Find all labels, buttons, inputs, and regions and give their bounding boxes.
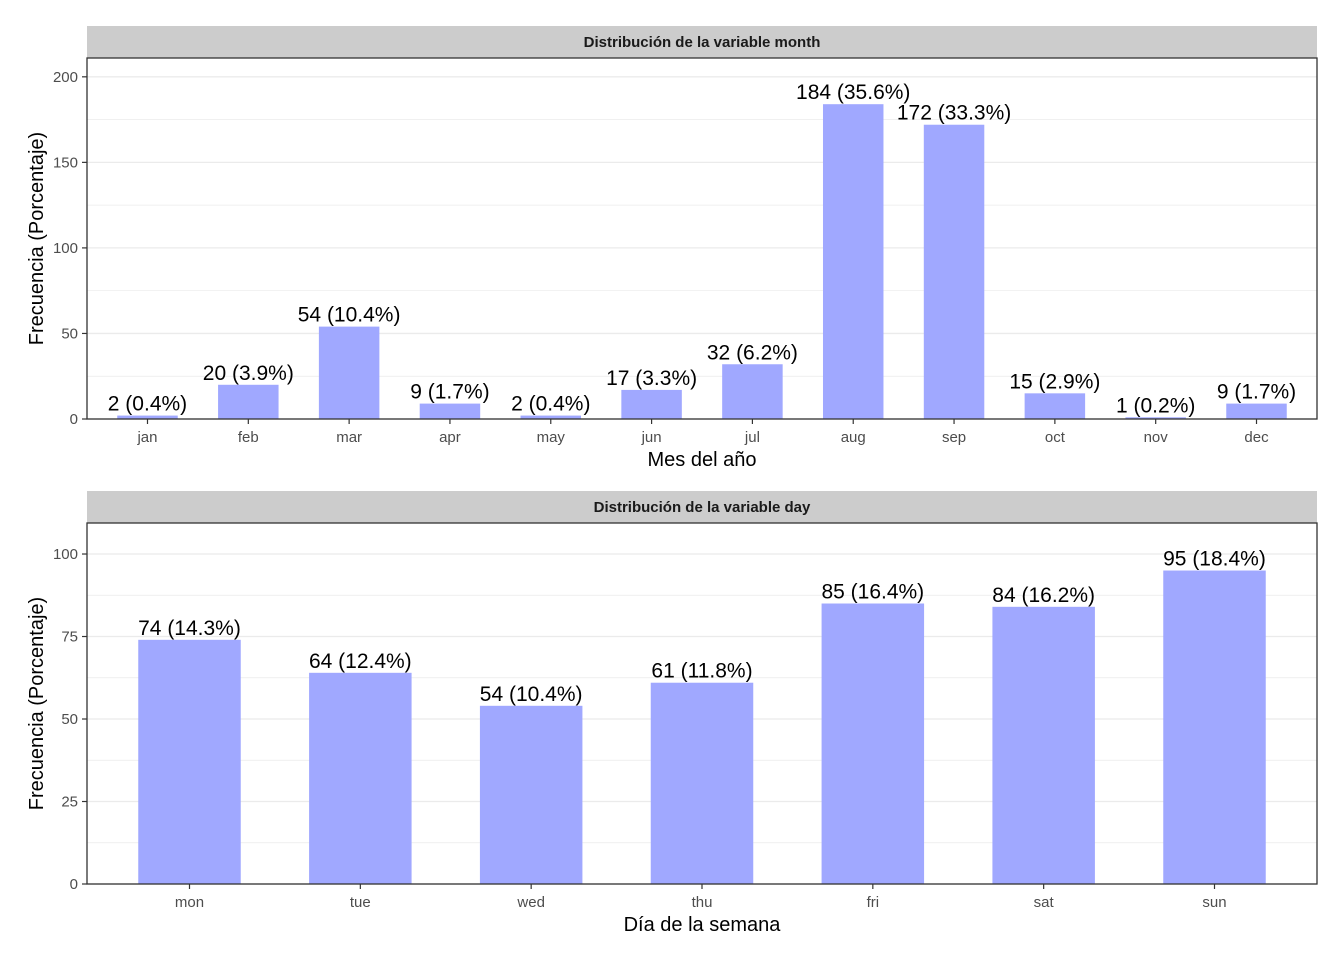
chart1-y-tick-label: 0	[70, 876, 78, 893]
chart0-bar-mar	[318, 326, 380, 419]
chart0-x-tick-label: mar	[336, 429, 362, 446]
chart1-data-label: 95 (18.4%)	[1163, 548, 1266, 571]
chart0-data-label: 9 (1.7%)	[1217, 381, 1296, 404]
chart0-data-label: 17 (3.3%)	[606, 367, 697, 390]
chart1-bar-wed	[479, 705, 583, 884]
chart0-title: Distribución de la variable month	[584, 34, 821, 51]
chart1-y-tick-label: 25	[61, 794, 78, 811]
chart0-x-tick-label: oct	[1045, 429, 1066, 446]
chart1-x-tick-label: fri	[867, 894, 880, 911]
chart0-data-label: 9 (1.7%)	[410, 381, 489, 404]
chart0-data-label: 2 (0.4%)	[108, 393, 187, 416]
chart1-panel-border	[86, 522, 1318, 885]
chart0-bar-apr	[419, 403, 481, 419]
chart0-x-tick-label: jun	[641, 429, 662, 446]
chart0-data-label: 54 (10.4%)	[298, 304, 401, 327]
chart0-strip	[87, 26, 1317, 58]
chart0-bar-jul	[722, 364, 783, 419]
chart1-bar-mon	[138, 639, 241, 884]
chart0-y-tick-label: 100	[53, 240, 78, 257]
chart0-x-tick-label: sep	[942, 429, 966, 446]
chart1-title: Distribución de la variable day	[594, 499, 811, 516]
chart0-bar-aug	[822, 104, 884, 420]
chart0-panel-border	[86, 57, 1318, 420]
chart0-bar-feb	[218, 384, 279, 419]
chart0-x-tick-label: jul	[744, 429, 760, 446]
chart0-data-label: 15 (2.9%)	[1009, 370, 1100, 393]
chart0-data-label: 20 (3.9%)	[203, 362, 294, 385]
chart1-y-tick-label: 50	[61, 711, 78, 728]
chart0-x-tick-label: nov	[1144, 429, 1169, 446]
chart0-bar-may	[520, 415, 582, 419]
chart1-x-tick-label: tue	[350, 894, 371, 911]
chart1-x-tick-label: wed	[516, 894, 545, 911]
chart0-bar-sep	[923, 124, 985, 419]
chart0-x-tick-label: jan	[136, 429, 157, 446]
chart1-x-tick-label: sat	[1034, 894, 1055, 911]
chart1-x-axis-title: Día de la semana	[624, 914, 782, 936]
chart0-bar-dec	[1226, 403, 1287, 419]
chart1-x-tick-label: sun	[1202, 894, 1226, 911]
chart0-bar-jan	[117, 415, 178, 419]
chart1-data-label: 85 (16.4%)	[821, 581, 924, 604]
chart1-bar-tue	[309, 672, 412, 884]
chart0-panel	[87, 58, 1317, 419]
chart0-data-label: 2 (0.4%)	[511, 393, 590, 416]
chart1-x-tick-label: thu	[692, 894, 713, 911]
chart1-x-tick-label: mon	[175, 894, 204, 911]
chart0-data-label: 32 (6.2%)	[707, 341, 798, 364]
chart1-data-label: 84 (16.2%)	[992, 584, 1095, 607]
chart0-bar-nov	[1125, 417, 1186, 419]
chart0-bar-jun	[621, 389, 682, 419]
chart1-y-tick-label: 100	[53, 546, 78, 563]
chart0-x-tick-label: aug	[841, 429, 866, 446]
chart1-bar-sun	[1163, 570, 1266, 884]
chart0-data-label: 172 (33.3%)	[897, 102, 1011, 125]
chart0-x-axis-title: Mes del año	[648, 449, 757, 471]
chart0-y-axis-title: Frecuencia (Porcentaje)	[26, 132, 48, 345]
chart1-y-axis-title: Frecuencia (Porcentaje)	[26, 597, 48, 810]
chart1-strip	[87, 491, 1317, 523]
chart1-bar-fri	[821, 603, 925, 884]
chart1-bar-sat	[992, 606, 1095, 884]
chart0-bar-oct	[1024, 393, 1086, 419]
chart0-data-label: 1 (0.2%)	[1116, 394, 1195, 417]
chart0-y-tick-label: 50	[61, 325, 78, 342]
chart0-y-tick-label: 200	[53, 69, 78, 86]
chart1-bar-thu	[650, 682, 754, 884]
chart1-data-label: 54 (10.4%)	[480, 683, 583, 706]
chart0-x-tick-label: dec	[1244, 429, 1269, 446]
chart1-y-tick-label: 75	[61, 629, 78, 646]
chart0-x-tick-label: feb	[238, 429, 259, 446]
chart1-data-label: 64 (12.4%)	[309, 650, 412, 673]
chart1-data-label: 74 (14.3%)	[138, 617, 241, 640]
chart0-y-tick-label: 0	[70, 411, 78, 428]
chart0-x-tick-label: apr	[439, 429, 461, 446]
chart0-x-tick-label: may	[537, 429, 566, 446]
chart0-data-label: 184 (35.6%)	[796, 81, 910, 104]
chart1-data-label: 61 (11.8%)	[651, 660, 752, 683]
chart0-y-tick-label: 150	[53, 154, 78, 171]
